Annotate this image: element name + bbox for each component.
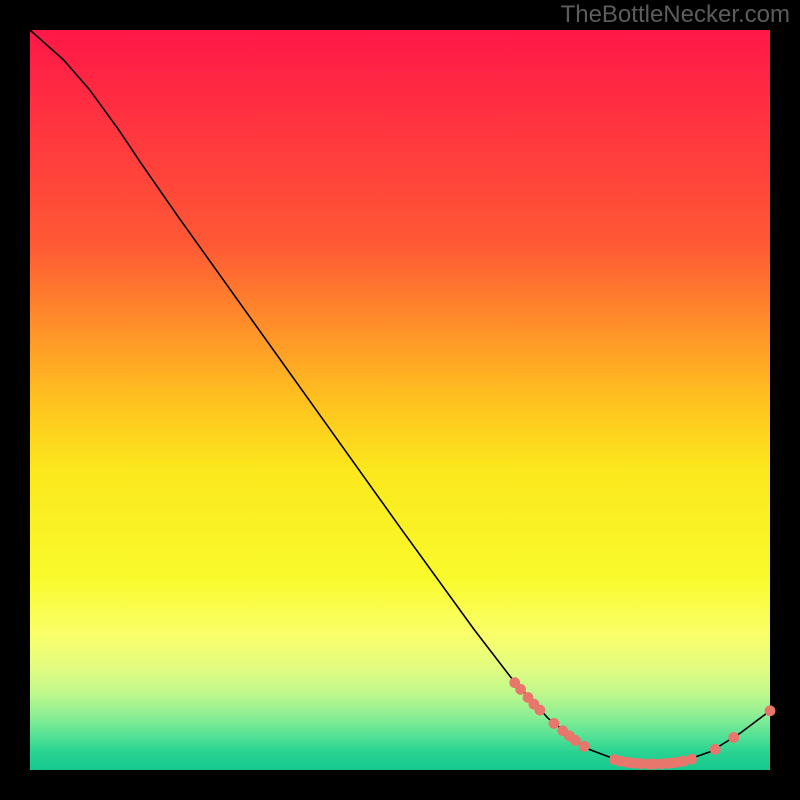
plot-gradient-background bbox=[30, 30, 770, 770]
data-marker bbox=[728, 732, 739, 743]
data-marker bbox=[570, 735, 581, 746]
data-marker bbox=[765, 705, 776, 716]
data-marker bbox=[549, 718, 560, 729]
data-marker bbox=[579, 741, 590, 752]
data-marker bbox=[710, 744, 721, 755]
data-marker bbox=[515, 684, 526, 695]
data-marker bbox=[686, 754, 697, 765]
bottleneck-chart: TheBottleNecker.com bbox=[0, 0, 800, 800]
data-marker bbox=[534, 705, 545, 716]
attribution-text: TheBottleNecker.com bbox=[561, 1, 790, 28]
